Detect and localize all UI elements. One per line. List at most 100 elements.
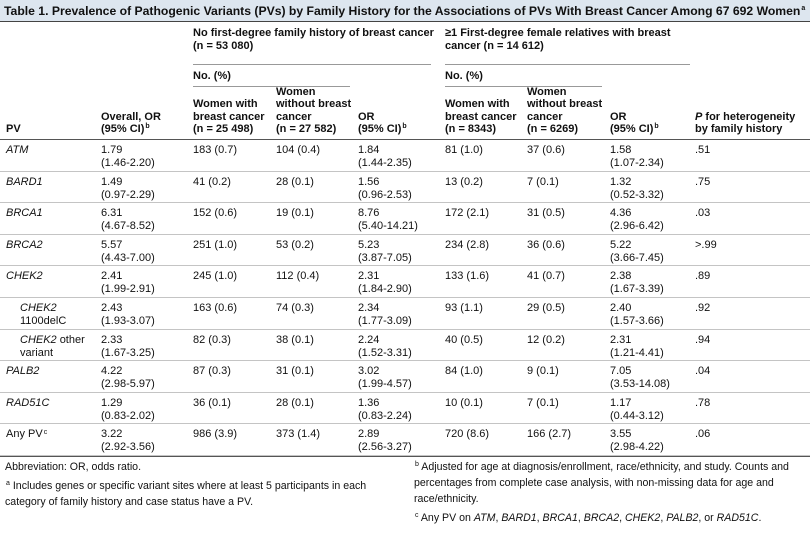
footnote-text: , or — [698, 512, 717, 524]
data-cell: 166 (2.7) — [527, 428, 571, 441]
cell-text: 2.31 — [358, 270, 380, 283]
header-text: breast cancer — [193, 110, 265, 123]
data-cell: 104 (0.4) — [276, 144, 320, 157]
data-cell: 133 (1.6) — [445, 270, 489, 283]
data-cell: 245 (1.0) — [193, 270, 237, 283]
cell-text: 53 (0.2) — [276, 238, 314, 251]
cell-text: (1.44-2.35) — [358, 157, 412, 169]
pv-cell: BARD1 — [6, 176, 94, 189]
data-cell: 31 (0.5) — [527, 207, 565, 220]
cell-text: (0.97-2.29) — [101, 188, 155, 201]
data-cell: 3.55 (2.98-4.22) — [610, 428, 664, 454]
header-text: PV — [6, 123, 21, 136]
variant-detail: other variant — [20, 333, 85, 359]
cell-text: 3.55 — [610, 428, 632, 441]
cell-text: (1.07-2.34) — [610, 157, 664, 169]
footnote-text: , — [619, 512, 625, 524]
cell-text: (2.98-5.97) — [101, 378, 155, 391]
cell-text: 7 (0.1) — [527, 175, 559, 188]
data-cell: 41 (0.7) — [527, 270, 565, 283]
data-cell: 183 (0.7) — [193, 144, 237, 157]
footnote-text: Adjusted for age at diagnosis/enrollment… — [414, 461, 789, 505]
cell-text: 1.36 — [358, 396, 380, 409]
header-text: No first-degree family history of breast… — [193, 27, 434, 39]
header-text: (95% CI) — [101, 123, 145, 136]
cell-text: 2.31 — [610, 333, 632, 346]
table-row: BRCA2 5.57 (4.43-7.00) 251 (1.0) 53 (0.2) 5.2… — [0, 235, 810, 267]
cell-text: (0.83-2.02) — [101, 409, 155, 422]
footnote-text: Includes genes or specific variant sites… — [5, 480, 367, 508]
footnote: c Any PV on ATM, BARD1, BRCA1, BRCA2, CH… — [414, 510, 805, 526]
variant-detail: 1100delC — [20, 315, 67, 327]
cell-text: 36 (0.1) — [193, 396, 231, 409]
data-cell: 2.24 (1.52-3.31) — [358, 334, 412, 360]
cell-text: (1.99-4.57) — [358, 378, 412, 391]
gene-name: BRCA2 — [6, 238, 43, 251]
column-header: PV — [6, 123, 21, 136]
header-text: Overall, OR — [101, 110, 161, 123]
cell-text: 1.56 — [358, 175, 380, 188]
subheader: No. (%) — [193, 70, 231, 82]
data-cell: 1.29 (0.83-2.02) — [101, 397, 155, 423]
data-cell: 373 (1.4) — [276, 428, 320, 441]
data-cell: 1.58 (1.07-2.34) — [610, 144, 664, 170]
gene-name: CHEK2 — [20, 333, 57, 346]
data-cell: .92 — [695, 302, 710, 315]
data-cell: 53 (0.2) — [276, 239, 314, 252]
table-row: CHEK21100delC 2.43 (1.93-3.07) 163 (0.6) 74 … — [0, 298, 810, 330]
header-text: (n = 25 498) — [193, 123, 254, 136]
header-text: cancer (n = 14 612) — [445, 39, 544, 52]
footnote-text: Any PV on — [420, 512, 474, 524]
pv-cell: BRCA1 — [6, 207, 94, 220]
table-row: ATM 1.79 (1.46-2.20) 183 (0.7) 104 (0.4) 1.84… — [0, 140, 810, 172]
cell-text: 373 (1.4) — [276, 428, 321, 441]
cell-text: 1.17 — [610, 396, 632, 409]
header-text: (95% CI) — [358, 123, 402, 136]
header-text: cancer — [276, 110, 312, 123]
footnote-mark: a — [6, 480, 10, 487]
header-rule — [0, 139, 810, 140]
cell-text: 2.24 — [358, 333, 380, 346]
data-cell: 7 (0.1) — [527, 176, 559, 189]
header-text: Women — [276, 85, 316, 98]
data-cell: 2.38 (1.67-3.39) — [610, 270, 664, 296]
gene-name: BARD1 — [6, 175, 43, 188]
cell-text: 1.79 — [101, 144, 123, 156]
data-cell: 38 (0.1) — [276, 334, 314, 347]
data-cell: 1.56 (0.96-2.53) — [358, 176, 412, 202]
cell-text: 28 (0.1) — [276, 396, 314, 409]
footnote-text: BRCA1 — [542, 512, 578, 524]
cell-text: (1.67-3.39) — [610, 283, 664, 296]
cell-text: 8.76 — [358, 207, 380, 220]
cell-text: (0.96-2.53) — [358, 188, 412, 201]
cell-text: .06 — [695, 428, 711, 441]
group-header: ≥1 First-degree female relatives with br… — [445, 27, 671, 52]
data-cell: .89 — [695, 270, 710, 283]
group-header: No first-degree family history of breast… — [193, 27, 434, 52]
header-text: ≥1 First-degree female relatives with br… — [445, 27, 671, 39]
footnote-text: . — [758, 512, 762, 524]
gene-name: BRCA1 — [6, 207, 43, 220]
cell-text: (2.98-4.22) — [610, 441, 664, 454]
data-cell: 29 (0.5) — [527, 302, 565, 315]
cell-text: (1.46-2.20) — [101, 157, 155, 169]
data-cell: 93 (1.1) — [445, 302, 483, 315]
cell-text: 37 (0.6) — [527, 144, 565, 156]
footnote-text: , — [577, 512, 584, 524]
table-row: RAD51C 1.29 (0.83-2.02) 36 (0.1) 28 (0.1) 1.3… — [0, 393, 810, 425]
cell-text: 13 (0.2) — [445, 175, 483, 188]
footnote-mark: b — [402, 123, 407, 131]
cell-text: 1.58 — [610, 144, 632, 156]
cell-text: 986 (3.9) — [193, 428, 238, 441]
cell-text: (3.53-14.08) — [610, 378, 670, 391]
footnote-mark: b — [145, 123, 150, 131]
header-text: OR — [610, 110, 627, 123]
column-header: Women without breast cancer (n = 27 582) — [276, 86, 351, 136]
data-cell: 36 (0.1) — [193, 397, 231, 410]
cell-text: 9 (0.1) — [527, 365, 559, 378]
header-line: P for heterogeneity — [695, 111, 795, 124]
data-cell: 112 (0.4) — [276, 270, 319, 283]
cell-text: (0.52-3.32) — [610, 188, 664, 201]
footnote: Abbreviation: OR, odds ratio. — [5, 461, 142, 473]
data-cell: 37 (0.6) — [527, 144, 565, 157]
